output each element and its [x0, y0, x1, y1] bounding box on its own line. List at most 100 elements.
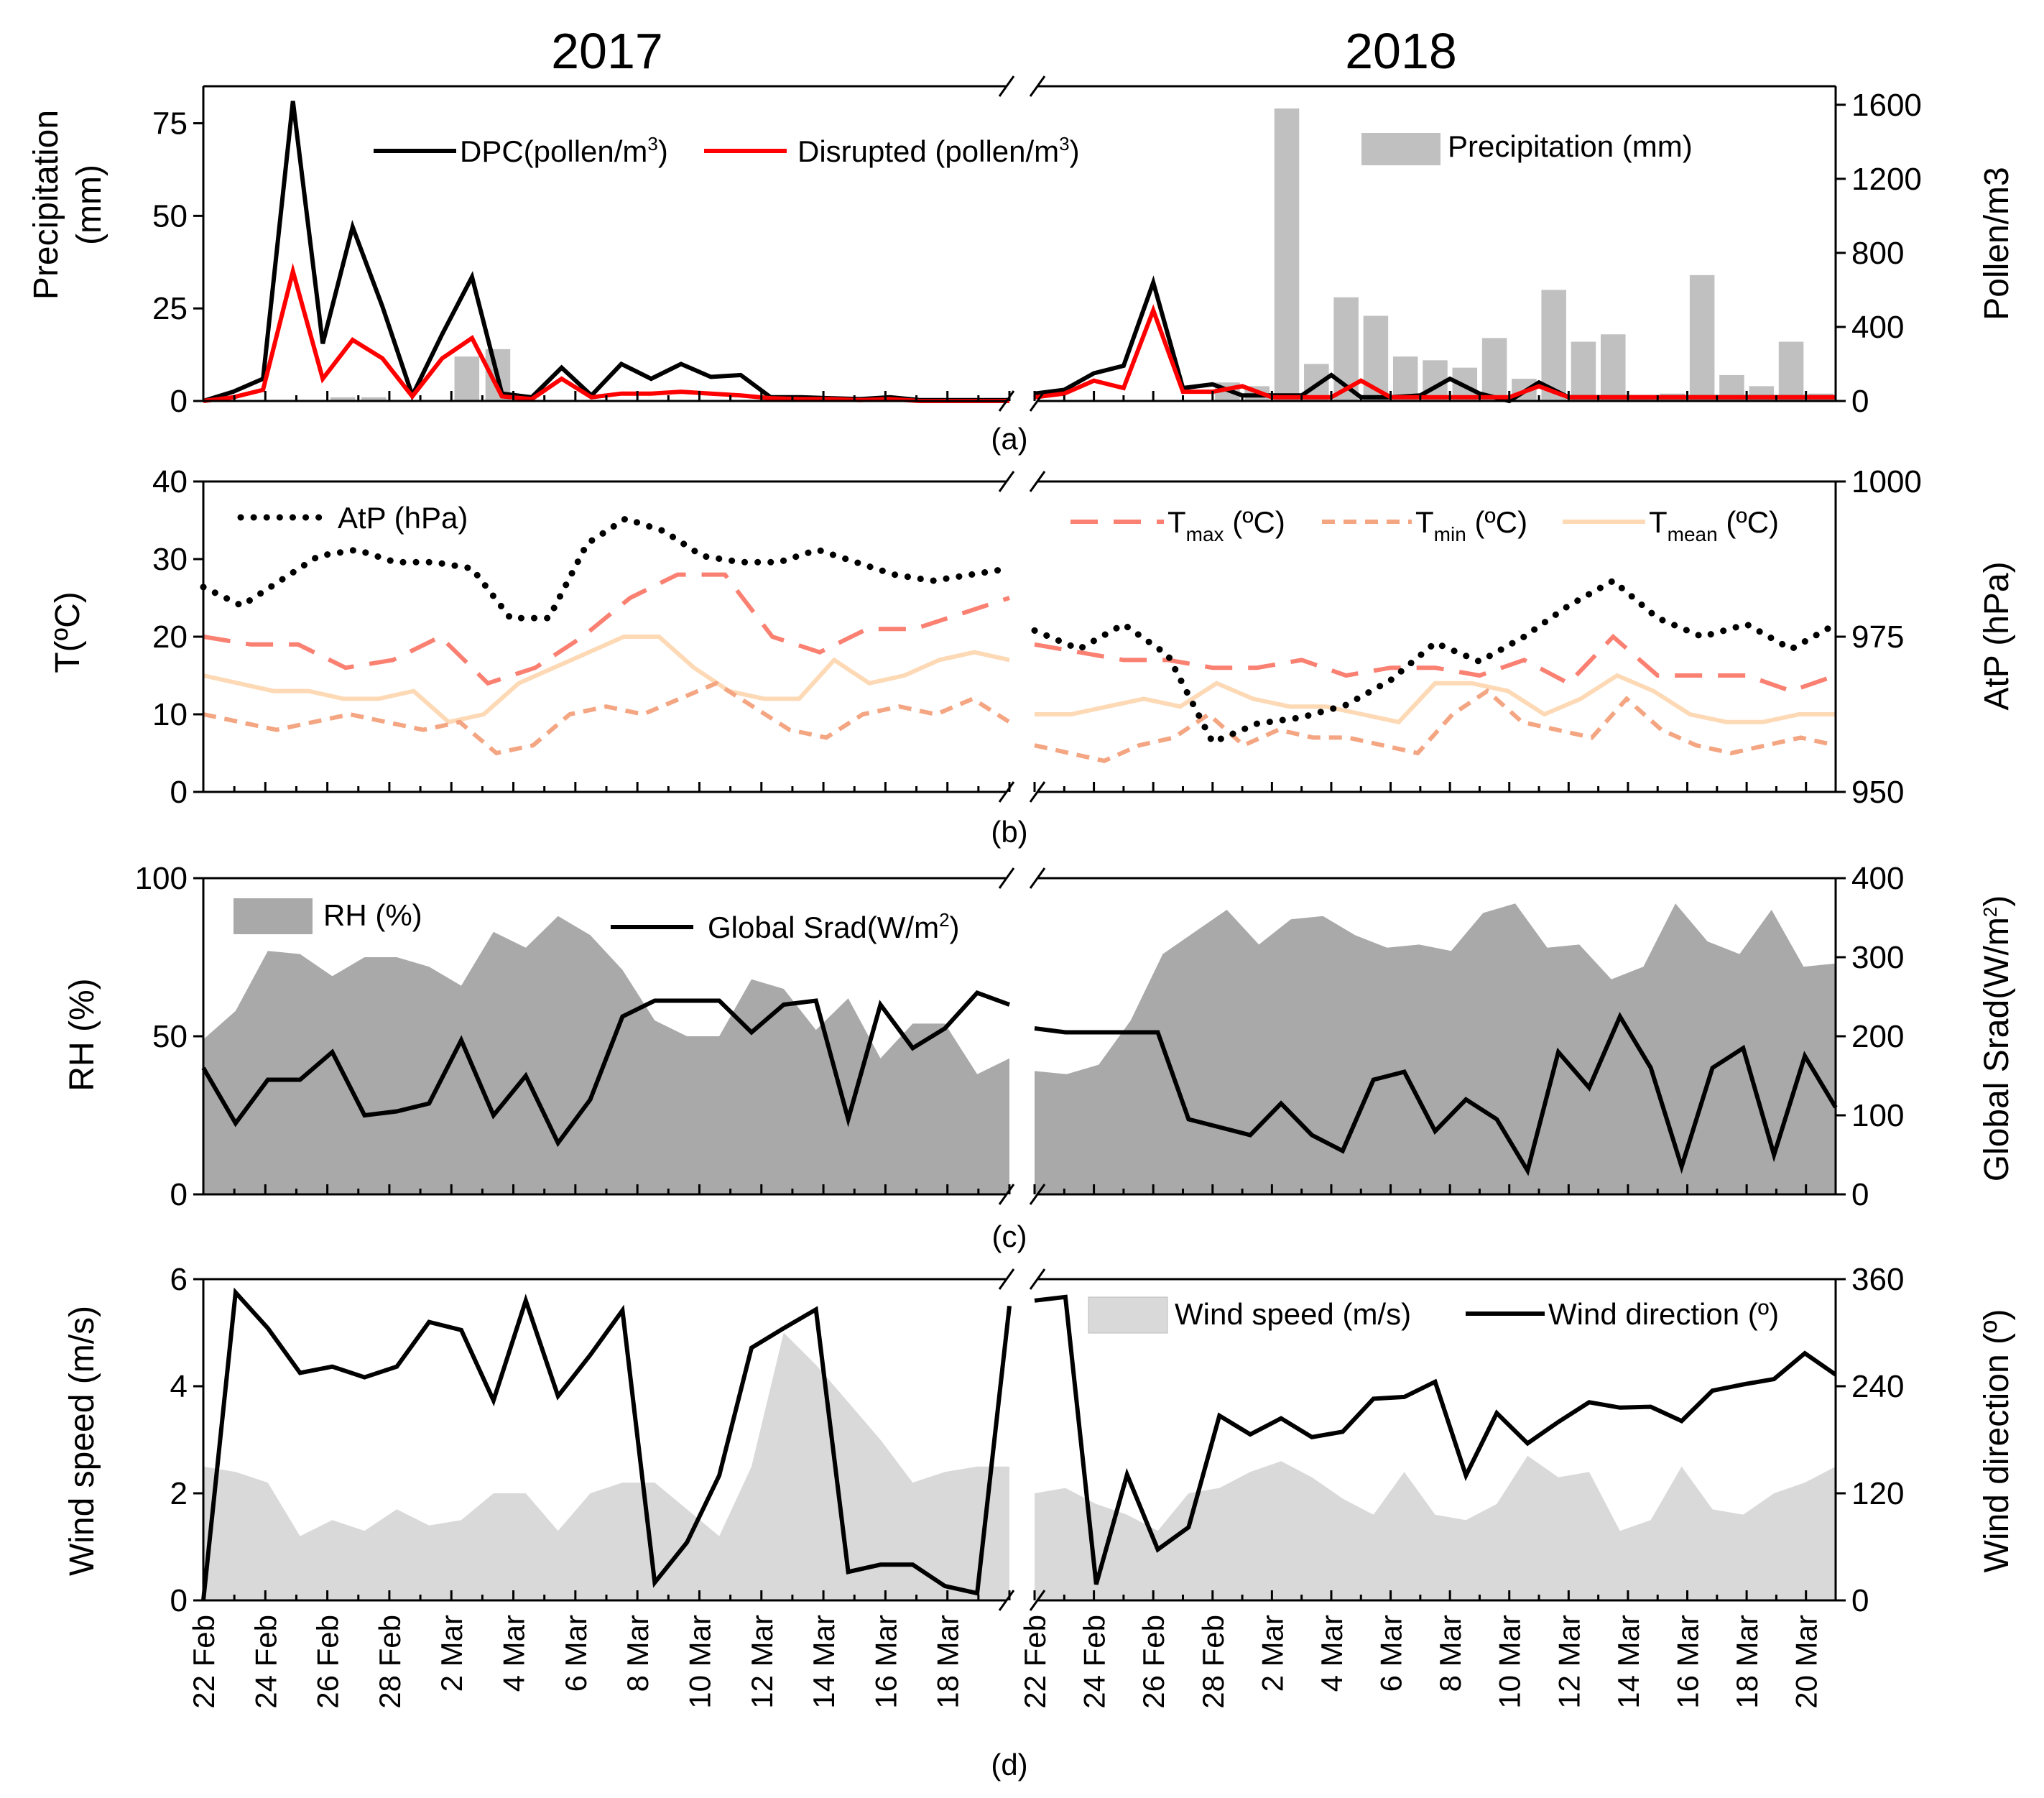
atp-line-2018 — [1031, 576, 1839, 747]
a-ytick-label-right: 1200 — [1851, 162, 1922, 197]
subscript: min — [1434, 523, 1466, 545]
d-ytick-label-right: 240 — [1851, 1369, 1904, 1404]
d-ytick-label-left: 6 — [170, 1262, 188, 1297]
x-tick-label-2017: 28 Feb — [373, 1615, 407, 1709]
d-break-mark — [1029, 1590, 1046, 1611]
b-ytick-label-right: 975 — [1851, 619, 1904, 655]
x-tick-label-2018: 18 Mar — [1730, 1615, 1764, 1709]
unit: (ºC) — [1224, 505, 1285, 539]
d-ytick-label-left: 4 — [170, 1369, 188, 1404]
b-panel-label: (b) — [991, 815, 1027, 849]
precip-bar — [1304, 364, 1329, 401]
ws-area-2018 — [1035, 1455, 1836, 1600]
d-ytick-label-right: 0 — [1851, 1583, 1869, 1618]
superscript: 3 — [647, 133, 657, 155]
panel-d: 0 2 4 6 0 120 240 360 Wind speed (m/s) Wind direc… — [63, 1262, 2016, 1781]
wd-line-2017 — [201, 1287, 1012, 1601]
a-ytick-label-left: 0 — [170, 384, 188, 419]
d-break-mark — [1029, 1268, 1046, 1290]
x-tick-label-2018: 10 Mar — [1493, 1615, 1527, 1709]
c-break-mark — [998, 1184, 1015, 1205]
x-tick-label-2018: 8 Mar — [1433, 1615, 1467, 1692]
x-tick-label-2017: 12 Mar — [745, 1615, 779, 1709]
a-ytick-label-left: 50 — [152, 198, 188, 234]
d-ylabel-left: Wind speed (m/s) — [63, 1306, 101, 1576]
x-tick-label-2018: 26 Feb — [1137, 1615, 1170, 1709]
x-tick-label-2017: 26 Feb — [311, 1615, 345, 1709]
x-tick-label-2017: 2 Mar — [435, 1615, 468, 1692]
legend-wd-label: Wind direction (º) — [1548, 1297, 1779, 1331]
superscript: 2 — [939, 909, 949, 931]
subscript: mean — [1668, 523, 1718, 545]
panel-b: 0 10 20 30 40 950 975 1000 T(ºC) AtP (hPa) AtP (hP… — [49, 464, 2016, 849]
panel-a: 0 25 50 75 0 400 800 1200 1600 Precipitation (mm) P… — [27, 75, 2016, 456]
ws-area-2017 — [203, 1332, 1009, 1600]
c-ytick-label-left: 0 — [170, 1177, 188, 1212]
legend-tmax-label: Tmax (ºC) — [1167, 505, 1285, 545]
unit: (ºC) — [1718, 505, 1779, 539]
c-ytick-label-left: 100 — [135, 861, 188, 896]
d-ylabel-right: Wind direction (º) — [1978, 1309, 2016, 1573]
tmin-line-2018 — [1034, 688, 1836, 763]
d-break-mark — [998, 1268, 1015, 1290]
precip-bar — [1689, 275, 1715, 401]
legend-srad-label: Global Srad(W/m2) — [708, 909, 960, 944]
x-tick-label-2017: 18 Mar — [931, 1615, 965, 1709]
c-ylabel-right: Global Srad(W/m2) — [1978, 895, 2016, 1182]
c-ytick-label-right: 400 — [1851, 861, 1904, 896]
tmin-line-2017 — [203, 681, 1011, 756]
a-break-mark — [1029, 390, 1046, 412]
c-break-mark — [998, 867, 1015, 889]
a-ylabel-left-line1: Precipitation — [27, 110, 65, 300]
d-ytick-label-left: 0 — [170, 1583, 188, 1618]
closing-paren: ) — [658, 134, 668, 168]
x-axis: 22 Feb 24 Feb 26 Feb 28 Feb 2 Mar 4 Mar 6 Mar 8… — [187, 1615, 1823, 1709]
x-tick-label-2017: 22 Feb — [187, 1615, 221, 1709]
x-tick-label-2017: 16 Mar — [869, 1615, 902, 1709]
b-break-mark — [998, 781, 1015, 803]
b-ytick-label-left: 10 — [152, 697, 188, 732]
legend-ws-label: Wind speed (m/s) — [1175, 1297, 1411, 1331]
c-ytick-label-right: 100 — [1851, 1098, 1904, 1133]
closing-paren: ) — [1070, 134, 1080, 168]
title-2017: 2017 — [551, 23, 663, 79]
legend-ws-swatch — [1088, 1296, 1168, 1334]
precip-bar — [1778, 341, 1804, 401]
a-break-mark — [998, 390, 1015, 412]
srad-line-2018 — [1034, 1011, 1838, 1176]
a-ytick-label-left: 25 — [152, 291, 188, 326]
x-tick-label-2018: 16 Mar — [1671, 1615, 1705, 1709]
x-tick-label-2018: 12 Mar — [1552, 1615, 1586, 1709]
unit: (ºC) — [1466, 505, 1527, 539]
c-break-mark — [1029, 1184, 1046, 1205]
b-break-mark — [1029, 781, 1046, 803]
superscript: 3 — [1059, 133, 1069, 155]
d-panel-label: (d) — [991, 1748, 1027, 1781]
a-ytick-label-right: 400 — [1851, 310, 1904, 345]
c-ytick-label-left: 50 — [152, 1019, 188, 1054]
title-2018: 2018 — [1345, 23, 1457, 79]
x-tick-label-2018: 4 Mar — [1315, 1615, 1349, 1692]
closing-paren: ) — [950, 910, 960, 944]
precip-bar — [1601, 334, 1626, 401]
a-ytick-label-right: 800 — [1851, 236, 1904, 271]
superscript: 2 — [1979, 907, 2001, 917]
b-ytick-label-right: 1000 — [1851, 464, 1922, 499]
c-break-mark — [1029, 867, 1046, 889]
x-tick-label-2017: 10 Mar — [683, 1615, 716, 1709]
d-ytick-label-right: 360 — [1851, 1262, 1904, 1297]
precip-bar — [1392, 356, 1418, 401]
a-ytick-label-right: 1600 — [1851, 88, 1922, 123]
srad-line-2017 — [201, 990, 1011, 1148]
x-tick-label-2018: 2 Mar — [1255, 1615, 1289, 1692]
x-tick-label-2017: 14 Mar — [807, 1615, 841, 1709]
closing-paren: ) — [1978, 895, 2016, 907]
x-tick-label-2018: 24 Feb — [1078, 1615, 1111, 1709]
precip-bar — [1571, 341, 1596, 401]
d-break-mark — [998, 1590, 1015, 1611]
x-tick-label-2018: 22 Feb — [1018, 1615, 1052, 1709]
d-ytick-label-left: 2 — [170, 1476, 188, 1511]
precip-bar — [454, 356, 480, 401]
b-break-mark — [1029, 471, 1046, 492]
